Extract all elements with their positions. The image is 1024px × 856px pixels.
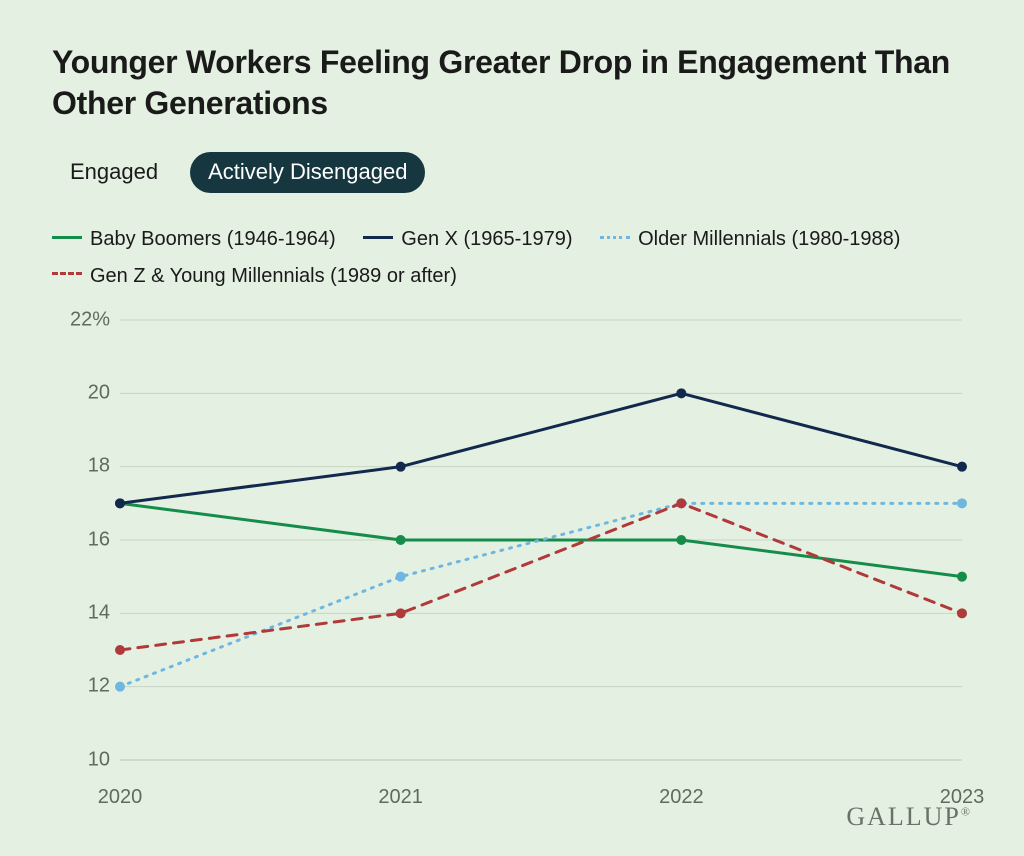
legend-swatch-boomers	[52, 236, 82, 239]
y-tick-label: 16	[88, 528, 110, 551]
registered-icon: ®	[961, 804, 972, 818]
series-point-boomers	[676, 535, 686, 545]
legend-item-older_millennials: Older Millennials (1980-1988)	[600, 223, 900, 255]
legend-item-genz_young: Gen Z & Young Millennials (1989 or after…	[52, 260, 457, 292]
series-point-genx	[957, 461, 967, 471]
series-point-genx	[676, 388, 686, 398]
series-point-genx	[115, 498, 125, 508]
x-tick-label: 2020	[98, 786, 143, 809]
chart-card: Younger Workers Feeling Greater Drop in …	[0, 0, 1024, 856]
legend-label-older_millennials: Older Millennials (1980-1988)	[638, 223, 900, 255]
legend-swatch-genz_young	[52, 272, 82, 275]
tab-group: Engaged Actively Disengaged	[52, 152, 972, 193]
attribution-logo: GALLUP®	[846, 802, 972, 832]
y-tick-label: 10	[88, 748, 110, 771]
x-tick-label: 2022	[659, 786, 704, 809]
tab-engaged[interactable]: Engaged	[52, 152, 176, 193]
legend-label-boomers: Baby Boomers (1946-1964)	[90, 223, 336, 255]
legend-item-genx: Gen X (1965-1979)	[363, 223, 572, 255]
series-point-older_millennials	[957, 498, 967, 508]
series-line-older_millennials	[120, 503, 962, 686]
series-point-genz_young	[396, 608, 406, 618]
series-line-genx	[120, 393, 962, 503]
series-point-boomers	[396, 535, 406, 545]
series-line-genz_young	[120, 503, 962, 650]
line-chart-svg	[52, 310, 972, 764]
chart-title: Younger Workers Feeling Greater Drop in …	[52, 42, 972, 124]
legend-swatch-older_millennials	[600, 236, 630, 239]
series-point-genx	[396, 461, 406, 471]
legend-swatch-genx	[363, 236, 393, 239]
y-tick-label: 18	[88, 455, 110, 478]
y-tick-label: 22%	[70, 308, 110, 331]
x-tick-label: 2021	[378, 786, 423, 809]
chart-area: 10121416182022%2020202120222023	[52, 310, 972, 780]
series-point-genz_young	[676, 498, 686, 508]
legend-label-genx: Gen X (1965-1979)	[401, 223, 572, 255]
tab-actively-disengaged[interactable]: Actively Disengaged	[190, 152, 425, 193]
series-point-genz_young	[957, 608, 967, 618]
series-point-older_millennials	[396, 571, 406, 581]
y-tick-label: 12	[88, 675, 110, 698]
series-point-boomers	[957, 571, 967, 581]
legend-item-boomers: Baby Boomers (1946-1964)	[52, 223, 336, 255]
y-tick-label: 14	[88, 601, 110, 624]
series-point-genz_young	[115, 645, 125, 655]
legend-label-genz_young: Gen Z & Young Millennials (1989 or after…	[90, 260, 457, 292]
legend: Baby Boomers (1946-1964) Gen X (1965-197…	[52, 219, 972, 292]
series-point-older_millennials	[115, 681, 125, 691]
y-tick-label: 20	[88, 381, 110, 404]
